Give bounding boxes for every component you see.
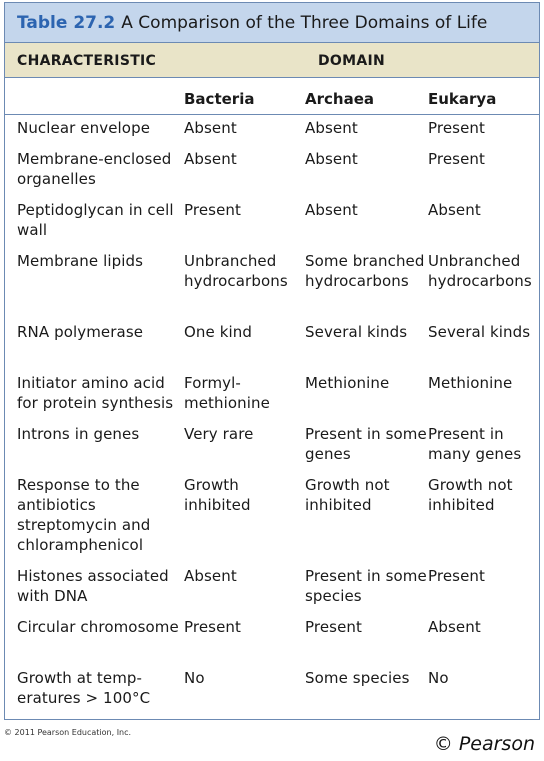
characteristic-cell: Growth at temp-eratures > 100°C [17,669,151,707]
characteristic-cell: Peptidoglycan in cell wall [17,201,174,239]
eukarya-cell: Absent [428,618,481,636]
eukarya-cell: Present [428,150,485,168]
table-row: Membrane lipids Unbranched hydrocarbons … [5,251,539,322]
table-row: Initiator amino acid for protein synthes… [5,373,539,424]
table-title-bar: Table 27.2 A Comparison of the Three Dom… [5,3,539,43]
table-frame: Table 27.2 A Comparison of the Three Dom… [4,2,540,720]
archaea-cell: Growth not inhibited [305,476,390,514]
archaea-cell: Absent [305,150,358,168]
eukarya-cell: Present [428,567,485,585]
characteristic-cell: Initiator amino acid for protein synthes… [17,374,174,412]
bacteria-cell: Formyl-methionine [184,374,270,412]
archaea-cell: Present in some species [305,567,427,605]
comparison-table: Nuclear envelope Absent Absent Present M… [5,118,539,713]
eukarya-cell: No [428,669,449,687]
column-header-eukarya: Eukarya [428,90,497,108]
characteristic-cell: Membrane lipids [17,252,144,270]
eukarya-cell: Unbranched hydrocarbons [428,252,532,290]
bacteria-cell: No [184,669,205,687]
eukarya-cell: Methionine [428,374,513,392]
table-row: Circular chromosome Present Present Abse… [5,617,539,668]
eukarya-cell: Several kinds [428,323,531,341]
copyright-notice: © 2011 Pearson Education, Inc. [4,728,132,737]
archaea-cell: Absent [305,119,358,137]
archaea-cell: Present [305,618,362,636]
domain-header: DOMAIN [318,53,386,69]
characteristic-cell: Nuclear envelope [17,119,151,137]
table-header-band: CHARACTERISTIC DOMAIN [5,43,539,78]
eukarya-cell: Present [428,119,485,137]
characteristic-cell: RNA polymerase [17,323,144,341]
characteristic-cell: Circular chromosome [17,618,179,636]
characteristic-cell: Introns in genes [17,425,140,443]
table-row: Nuclear envelope Absent Absent Present [5,118,539,149]
column-header-bacteria: Bacteria [184,90,255,108]
bacteria-cell: Present [184,201,241,219]
table-row: Introns in genes Very rare Present in so… [5,424,539,475]
bacteria-cell: Growth inhibited [184,476,251,514]
eukarya-cell: Absent [428,201,481,219]
archaea-cell: Methionine [305,374,390,392]
bacteria-cell: Present [184,618,241,636]
characteristic-cell: Membrane-enclosed organelles [17,150,172,188]
archaea-cell: Absent [305,201,358,219]
bacteria-cell: Absent [184,567,237,585]
characteristic-cell: Histones associated with DNA [17,567,169,605]
eukarya-cell: Present in many genes [428,425,522,463]
publisher-name: Pearson [458,733,535,755]
eukarya-cell: Growth not inhibited [428,476,513,514]
archaea-cell: Several kinds [305,323,408,341]
bacteria-cell: Absent [184,119,237,137]
bacteria-cell: Absent [184,150,237,168]
table-row: Histones associated with DNA Absent Pres… [5,566,539,617]
domain-column-headers: Bacteria Archaea Eukarya [5,78,539,115]
characteristic-header: CHARACTERISTIC [17,53,157,69]
archaea-cell: Present in some genes [305,425,427,463]
table-row: Response to the antibiotics streptomycin… [5,475,539,566]
table-number: Table 27.2 [17,12,116,33]
archaea-cell: Some branched hydrocarbons [305,252,425,290]
archaea-cell: Some species [305,669,410,687]
bacteria-cell: One kind [184,323,252,341]
bacteria-cell: Very rare [184,425,254,443]
copyright-icon: © [433,733,453,755]
column-header-archaea: Archaea [305,90,374,108]
bacteria-cell: Unbranched hydrocarbons [184,252,288,290]
table-title: A Comparison of the Three Domains of Lif… [121,12,488,33]
table-row: Growth at temp-eratures > 100°C No Some … [5,668,539,713]
characteristic-cell: Response to the antibiotics streptomycin… [17,476,151,554]
publisher-watermark: © Pearson [434,733,535,755]
table-row: Peptidoglycan in cell wall Present Absen… [5,200,539,251]
table-row: Membrane-enclosed organelles Absent Abse… [5,149,539,200]
table-row: RNA polymerase One kind Several kinds Se… [5,322,539,373]
